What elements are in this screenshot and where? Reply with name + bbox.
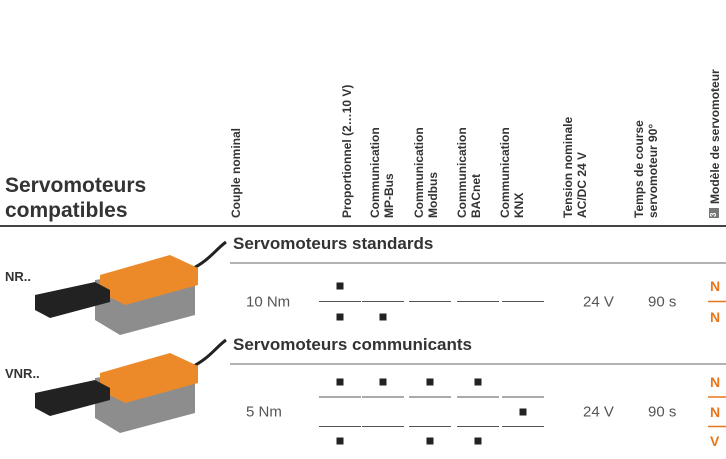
model-code: N [710, 278, 720, 294]
column-header: Modbus [426, 172, 440, 218]
clamp [35, 282, 110, 318]
cable [189, 240, 227, 272]
column-header: AC/DC 24 V [575, 152, 589, 218]
model-code: N [710, 404, 720, 420]
product-name: VNR.. [5, 366, 40, 381]
column-header: MP-Bus [382, 173, 396, 218]
badge-box [709, 208, 719, 218]
column-header: Tension nominale [561, 117, 575, 218]
column-header: Modèle de servomoteur [708, 69, 722, 204]
column-header: servomoteur 90° [646, 124, 660, 218]
option-mark [519, 408, 527, 416]
option-mark [379, 313, 387, 321]
voltage: 24 V [583, 294, 614, 311]
option-mark [336, 437, 344, 445]
column-header: Proportionnel (2…10 V) [340, 85, 354, 218]
badge: 3 [709, 212, 718, 217]
column-header: Communication [498, 127, 512, 218]
column-header: Couple nominal [229, 128, 243, 218]
cover [100, 255, 198, 305]
column-header: Communication [368, 127, 382, 218]
option-mark [426, 437, 434, 445]
option-mark [426, 378, 434, 386]
voltage: 24 V [583, 404, 614, 421]
section-title: Servomoteurs communicants [233, 335, 472, 354]
product-image [35, 240, 227, 335]
option-mark [474, 437, 482, 445]
time: 90 s [648, 294, 676, 311]
column-header: BACnet [469, 174, 483, 218]
model-code: V [710, 433, 720, 449]
torque: 10 Nm [246, 294, 290, 311]
option-mark [379, 378, 387, 386]
clamp [35, 380, 110, 416]
product-image [35, 338, 227, 433]
column-header: Communication [455, 127, 469, 218]
torque: 5 Nm [246, 404, 282, 421]
section-title: Servomoteurs standards [233, 234, 433, 253]
column-header: Temps de course [632, 120, 646, 218]
time: 90 s [648, 404, 676, 421]
model-code: N [710, 309, 720, 325]
option-mark [336, 378, 344, 386]
cover [100, 353, 198, 403]
column-header: Communication [412, 127, 426, 218]
title: Servomoteurs compatibles [5, 174, 146, 222]
option-mark [336, 313, 344, 321]
cable [189, 338, 227, 370]
option-mark [336, 282, 344, 290]
product-name: NR.. [5, 269, 31, 284]
column-header: KNX [512, 193, 526, 218]
option-mark [474, 378, 482, 386]
model-code: N [710, 374, 720, 390]
